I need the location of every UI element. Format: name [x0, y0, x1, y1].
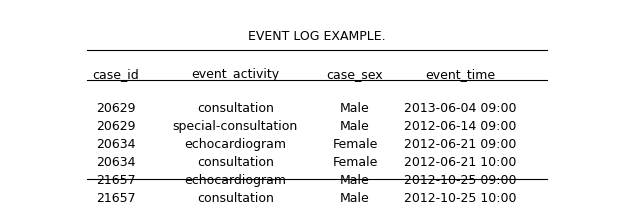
Text: 2013-06-04 09:00: 2013-06-04 09:00: [404, 102, 517, 115]
Text: 20634: 20634: [96, 156, 135, 169]
Text: consultation: consultation: [197, 192, 274, 205]
Text: case_sex: case_sex: [327, 68, 383, 81]
Text: case_id: case_id: [92, 68, 139, 81]
Text: EVENT LOG EXAMPLE.: EVENT LOG EXAMPLE.: [248, 30, 386, 43]
Text: Male: Male: [340, 174, 370, 187]
Text: 2012-06-14 09:00: 2012-06-14 09:00: [404, 120, 517, 133]
Text: 20629: 20629: [96, 102, 135, 115]
Text: 2012-06-21 10:00: 2012-06-21 10:00: [404, 156, 517, 169]
Text: echocardiogram: echocardiogram: [184, 138, 286, 151]
Text: Male: Male: [340, 192, 370, 205]
Text: 2012-10-25 10:00: 2012-10-25 10:00: [404, 192, 517, 205]
Text: 20634: 20634: [96, 138, 135, 151]
Text: consultation: consultation: [197, 102, 274, 115]
Text: Female: Female: [332, 138, 378, 151]
Text: 21657: 21657: [96, 192, 135, 205]
Text: echocardiogram: echocardiogram: [184, 174, 286, 187]
Text: Male: Male: [340, 102, 370, 115]
Text: Female: Female: [332, 156, 378, 169]
Text: 21657: 21657: [96, 174, 135, 187]
Text: Male: Male: [340, 120, 370, 133]
Text: consultation: consultation: [197, 156, 274, 169]
Text: 2012-10-25 09:00: 2012-10-25 09:00: [404, 174, 517, 187]
Text: event_time: event_time: [425, 68, 496, 81]
Text: 20629: 20629: [96, 120, 135, 133]
Text: event_activity: event_activity: [191, 68, 279, 81]
Text: special-consultation: special-consultation: [172, 120, 298, 133]
Text: 2012-06-21 09:00: 2012-06-21 09:00: [404, 138, 517, 151]
